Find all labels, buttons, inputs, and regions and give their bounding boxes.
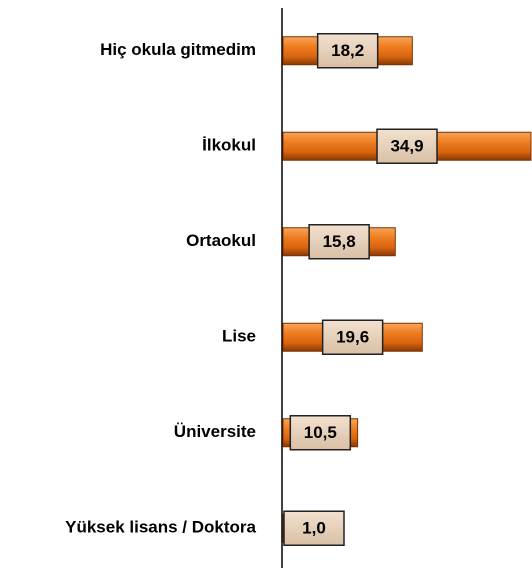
value-label: 19,6: [336, 328, 369, 347]
value-label-box: [316, 33, 379, 69]
value-label-box: [289, 415, 352, 451]
category-label: Üniversite: [174, 422, 256, 441]
value-label: 15,8: [323, 232, 356, 251]
value-label: 34,9: [390, 137, 423, 156]
category-label: İlkokul: [202, 136, 256, 155]
category-label: Lise: [222, 327, 256, 346]
value-label-box: [308, 224, 370, 260]
category-label: Yüksek lisans / Doktora: [65, 518, 256, 537]
value-label-box: [283, 510, 345, 546]
value-label-box: [376, 128, 438, 164]
value-label: 18,2: [331, 41, 364, 60]
value-label: 10,5: [304, 423, 337, 442]
category-label: Hiç okula gitmedim: [100, 40, 256, 59]
category-label: Ortaokul: [186, 231, 256, 250]
value-label-box: [321, 319, 384, 355]
value-label: 1,0: [302, 519, 326, 538]
